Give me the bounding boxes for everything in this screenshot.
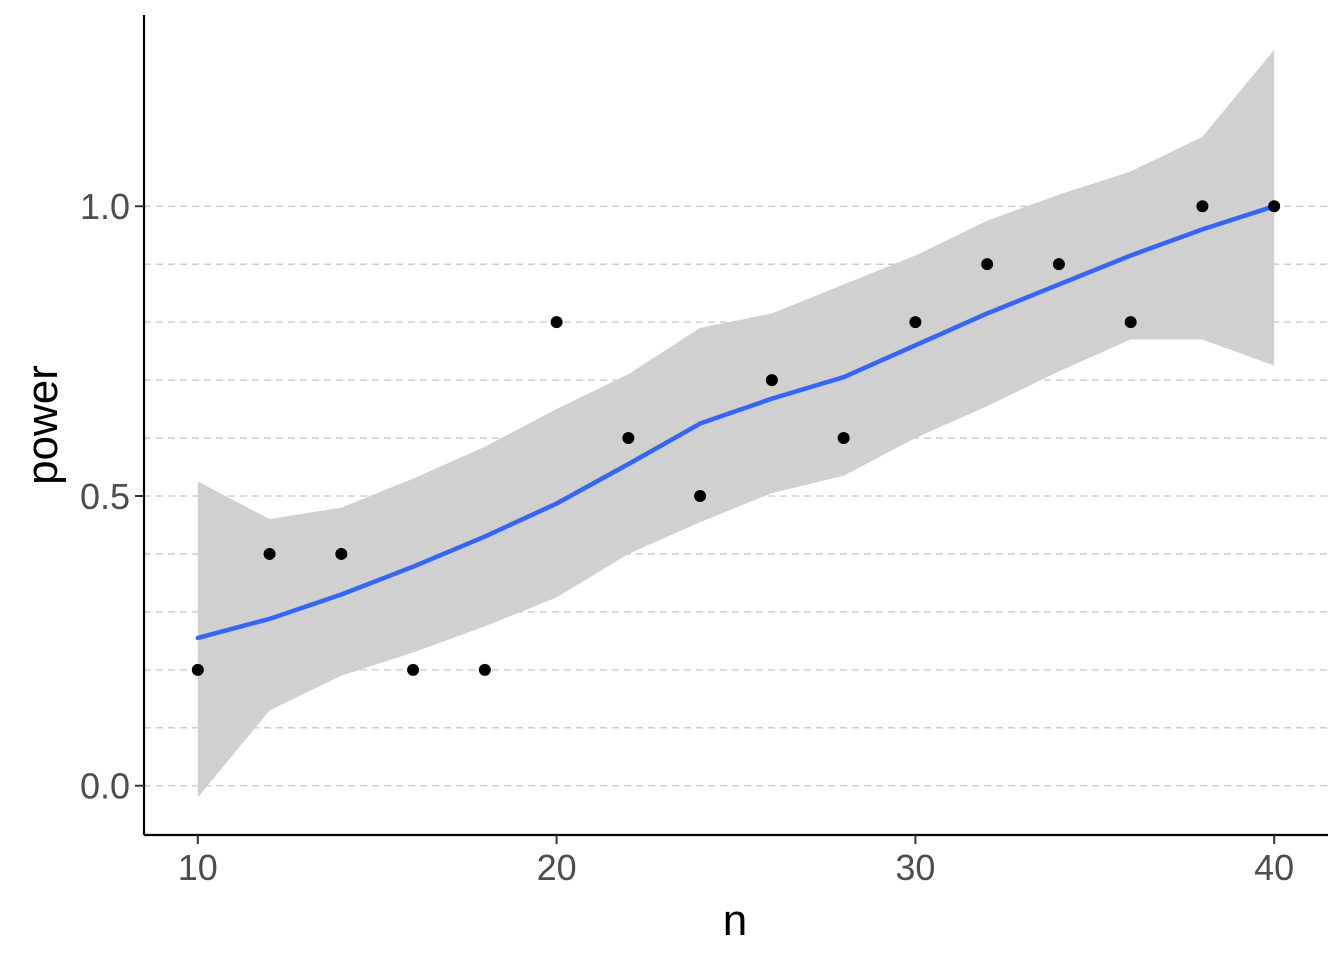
smooth-line-group [195, 203, 1277, 641]
x-axis-title: n [723, 896, 747, 945]
y-tick-label: 1.0 [80, 186, 130, 227]
data-point [909, 316, 922, 329]
y-tick-label: 0.5 [80, 476, 130, 517]
smooth-line [195, 203, 1277, 641]
data-point [191, 663, 204, 676]
y-axis-title: power [18, 365, 67, 485]
data-point [478, 663, 491, 676]
data-point [407, 663, 420, 676]
confidence-ribbon-group [197, 49, 1275, 798]
x-tick-label: 30 [895, 847, 935, 888]
data-point [1268, 200, 1281, 213]
data-point [550, 316, 563, 329]
confidence-ribbon [197, 49, 1275, 798]
tick-labels: 10 20 30 40 0.0 0.5 1.0 [80, 186, 1294, 888]
data-point [1196, 200, 1209, 213]
data-point [694, 489, 707, 502]
axes [142, 15, 1328, 837]
data-point [1052, 258, 1065, 271]
x-tick-label: 20 [537, 847, 577, 888]
data-point [765, 374, 778, 387]
y-tick-label: 0.0 [80, 766, 130, 807]
x-tick-label: 10 [178, 847, 218, 888]
data-point [1124, 316, 1137, 329]
data-point [263, 547, 276, 560]
data-point [335, 547, 348, 560]
data-point [981, 258, 994, 271]
data-point [837, 432, 850, 445]
data-point [622, 432, 635, 445]
scatter-points [191, 200, 1281, 676]
x-tick-label: 40 [1254, 847, 1294, 888]
